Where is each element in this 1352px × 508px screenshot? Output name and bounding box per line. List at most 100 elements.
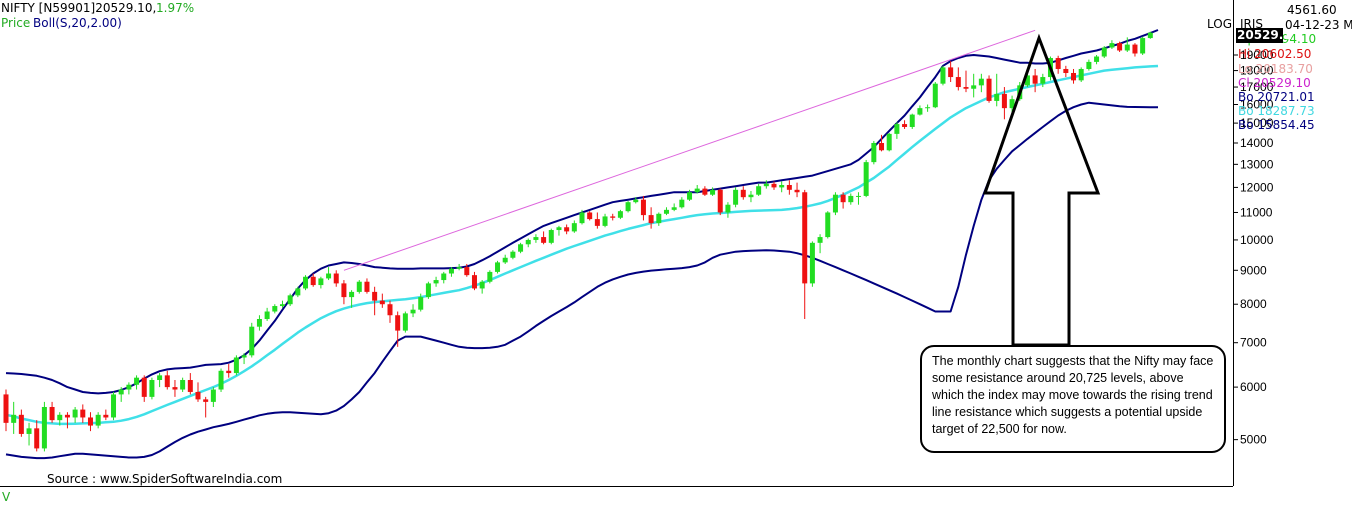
candle-body xyxy=(725,204,731,213)
candle-body xyxy=(80,409,86,418)
candle-body xyxy=(963,87,969,89)
candle-body xyxy=(1101,47,1107,57)
candle-body xyxy=(848,195,854,203)
candle-body xyxy=(448,268,454,274)
trend-line xyxy=(343,29,1036,271)
candle-body xyxy=(902,124,908,127)
candle-body xyxy=(994,93,1000,101)
candle-body xyxy=(95,414,101,426)
candle-body xyxy=(11,414,17,423)
candle-body xyxy=(794,189,800,193)
candle-body xyxy=(502,257,508,263)
candle-body xyxy=(64,414,70,418)
candle-body xyxy=(456,267,462,269)
y-tick-label: 18000 xyxy=(1240,64,1274,78)
candle-body xyxy=(594,219,600,226)
y-axis: 5000 6000 7000 8000 9000 10000 11000 12000 13000… xyxy=(1233,48,1274,447)
iris-label: IRIS xyxy=(1240,17,1264,31)
candle-body xyxy=(733,189,739,205)
y-tick-label: 5000 xyxy=(1240,433,1267,447)
price-label: Price xyxy=(1,16,31,30)
candle-body xyxy=(771,183,777,188)
candle-body xyxy=(372,291,378,301)
candle-body xyxy=(748,194,754,198)
candle-body xyxy=(310,276,316,286)
candle-body xyxy=(341,283,347,298)
y-tick-label: 14000 xyxy=(1240,136,1274,150)
candle-body xyxy=(855,195,861,197)
candle-body xyxy=(940,67,946,84)
candle-body xyxy=(802,192,808,284)
candle-body xyxy=(917,108,923,115)
candle-body xyxy=(1086,61,1092,69)
y-tick-label: 8000 xyxy=(1240,297,1267,311)
candle-body xyxy=(349,291,355,298)
candle-body xyxy=(118,389,124,395)
candle-body xyxy=(1132,44,1138,54)
candle-body xyxy=(779,185,785,188)
candle-body xyxy=(863,162,869,196)
candle-body xyxy=(57,414,63,421)
candle-body xyxy=(763,183,769,187)
candle-body xyxy=(233,357,239,374)
log-scale-button[interactable]: LOG xyxy=(1207,17,1233,31)
candle-body xyxy=(986,78,992,101)
candle-body xyxy=(387,304,393,316)
candle-body xyxy=(195,391,201,400)
y-tick-label: 13000 xyxy=(1240,157,1274,171)
candle-body xyxy=(441,273,447,281)
lower-band-line xyxy=(5,101,1158,460)
candle-body xyxy=(932,83,938,108)
candle-body xyxy=(825,212,831,238)
y-tick-label: 9000 xyxy=(1240,263,1267,277)
candle-body xyxy=(1071,72,1077,81)
candle-body xyxy=(871,142,877,163)
y-tick-label: 7000 xyxy=(1240,336,1267,350)
candle-body xyxy=(702,188,708,195)
candle-body xyxy=(134,377,140,385)
volume-label: V xyxy=(2,490,11,504)
candle-body xyxy=(226,370,232,374)
candle-body xyxy=(1040,77,1046,84)
cursor-value: 4561.60 xyxy=(1287,3,1337,17)
candle-body xyxy=(909,114,915,127)
candle-body xyxy=(840,194,846,203)
y-tick-label: 10000 xyxy=(1240,233,1274,247)
candle-body xyxy=(210,389,216,402)
candle-body xyxy=(333,273,339,284)
candle-body xyxy=(1063,68,1069,73)
candle-body xyxy=(272,306,278,312)
candle-body xyxy=(1117,43,1123,51)
candle-body xyxy=(786,185,792,190)
candle-body xyxy=(164,375,170,388)
y-tick-label: 6000 xyxy=(1240,380,1267,394)
candle-body xyxy=(694,188,700,193)
candle-body xyxy=(564,227,570,232)
candle-body xyxy=(948,67,954,78)
candle-body xyxy=(1001,93,1007,109)
chart-frame xyxy=(0,0,1234,487)
candle-body xyxy=(149,379,155,397)
candle-body xyxy=(541,237,547,243)
candle-body xyxy=(418,297,424,310)
candle-body xyxy=(402,313,408,331)
candle-body xyxy=(41,406,47,449)
candle-body xyxy=(1078,68,1084,81)
candle-body xyxy=(464,267,470,276)
candle-body xyxy=(26,428,32,434)
candle-body xyxy=(548,230,554,243)
candle-body xyxy=(471,275,477,289)
candle-body xyxy=(1009,99,1015,109)
candle-body xyxy=(1032,75,1038,84)
candle-body xyxy=(1147,32,1153,39)
candle-body xyxy=(180,379,186,390)
candle-body xyxy=(49,406,55,421)
y-tick-label: 16000 xyxy=(1240,98,1274,112)
candle-body xyxy=(218,370,224,390)
candle-body xyxy=(249,326,255,356)
y-tick-label: 19000 xyxy=(1240,48,1274,62)
candle-body xyxy=(256,319,262,327)
high-value: Hi 20602.50 xyxy=(1238,47,1312,61)
middle-band-value: Bo 18287.73 xyxy=(1238,104,1315,118)
candle-body xyxy=(756,186,762,195)
